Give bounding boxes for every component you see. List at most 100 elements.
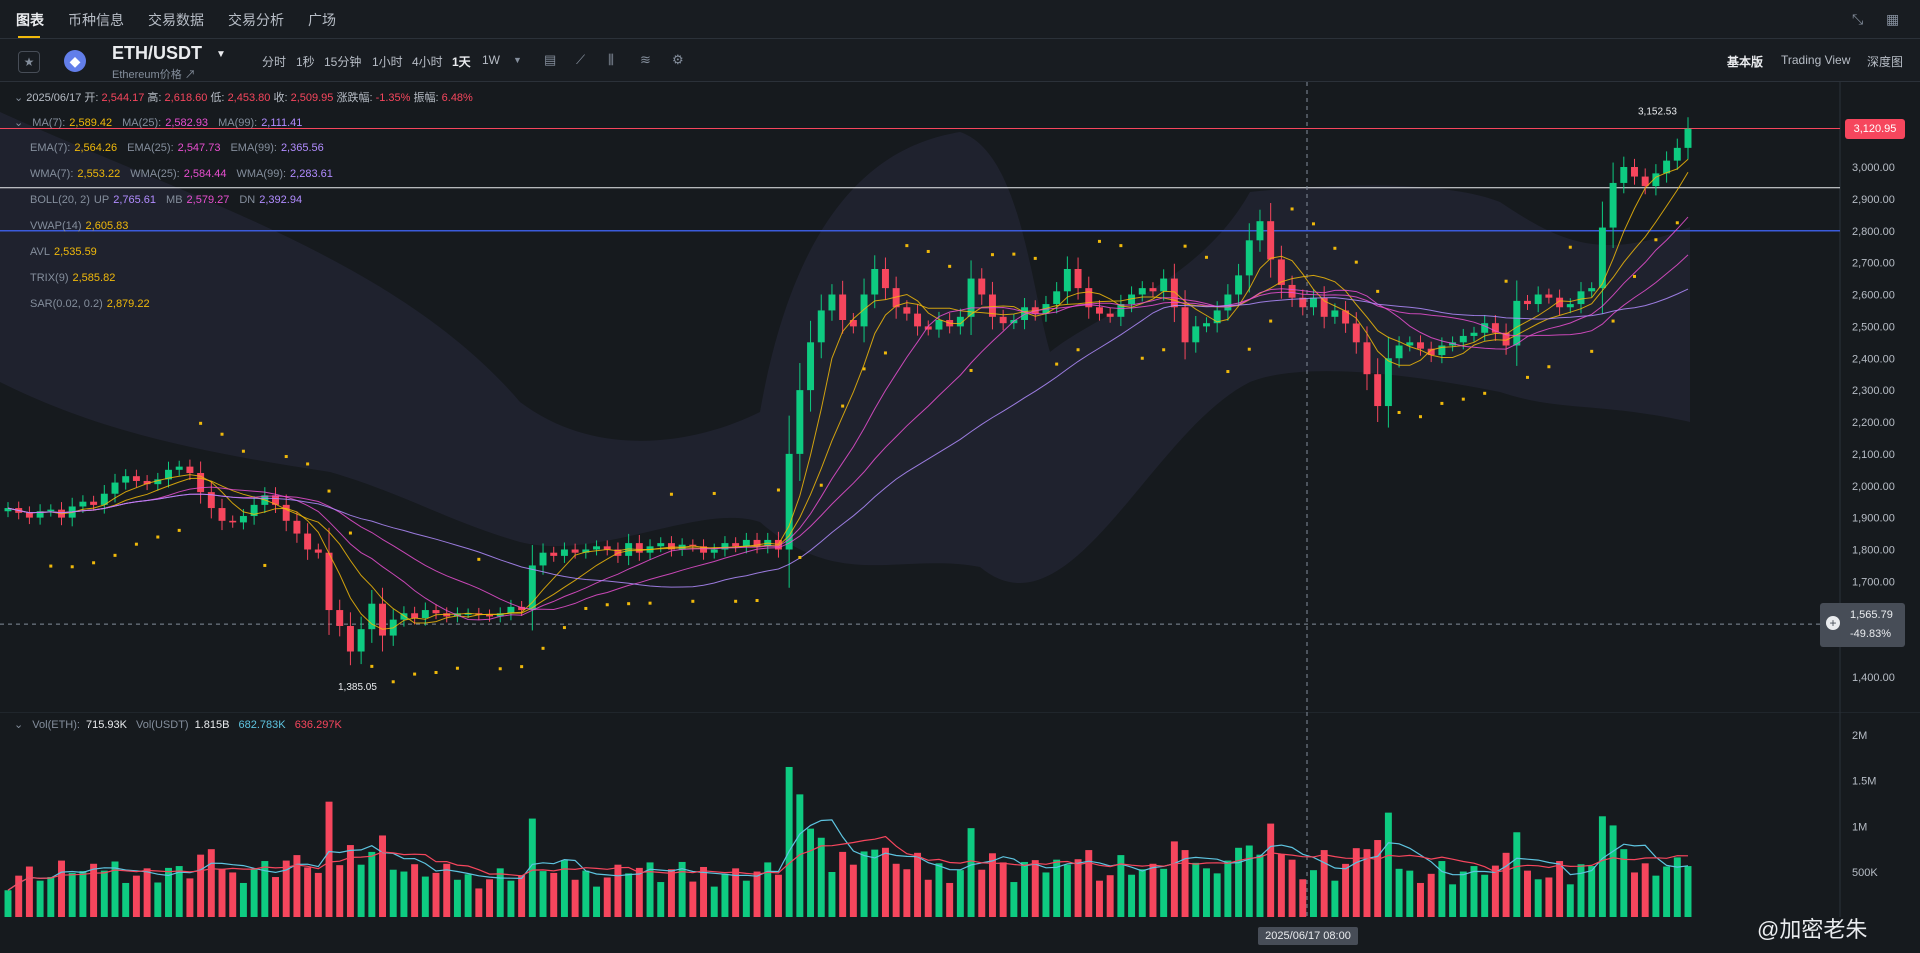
indicator-ma[interactable]: ⌄ MA(7): 2,589.42 MA(25): 2,582.93 MA(99): 2,…	[14, 117, 303, 129]
indicator-trix[interactable]: TRIX(9) 2,585.82	[14, 272, 131, 284]
indicator-vwap[interactable]: VWAP(14) 2,605.83	[14, 220, 144, 232]
candle-body	[1053, 291, 1061, 305]
price-axis-label: 2,700.00	[1852, 258, 1895, 270]
tab-trading-data[interactable]: 交易数据	[148, 12, 204, 28]
indicator-icon[interactable]: ≋	[640, 52, 651, 67]
price-axis-label: 2,200.00	[1852, 417, 1895, 429]
sar-dot	[1590, 349, 1594, 353]
volume-bar	[1010, 882, 1018, 917]
candle-body	[1352, 323, 1360, 343]
candle-body	[368, 603, 376, 630]
layout-grid-icon[interactable]: ▦	[1886, 11, 1900, 27]
interval-4h[interactable]: 4小时	[412, 55, 443, 69]
sar-dot	[1483, 391, 1487, 395]
interval-more-icon[interactable]: ▼	[513, 55, 522, 65]
volume-bar	[700, 866, 708, 917]
candle-body	[1149, 288, 1157, 292]
ma-line-1	[7, 172, 1689, 624]
interval-1d[interactable]: 1天	[452, 55, 471, 69]
candle-body	[1481, 323, 1489, 333]
view-depth[interactable]: 深度图	[1867, 55, 1904, 69]
candle-body	[988, 294, 996, 317]
candle-body	[518, 606, 526, 611]
volume-bar	[593, 886, 601, 917]
view-basic[interactable]: 基本版	[1727, 55, 1764, 69]
indicator-sar[interactable]: SAR(0.02, 0.2) 2,879.22	[14, 298, 166, 310]
view-tradingview[interactable]: Trading View	[1781, 53, 1851, 67]
ohlc-change: -1.35%	[375, 92, 411, 104]
indicator-ma-value-1: 2,582.93	[165, 117, 209, 129]
sar-dot	[905, 244, 909, 248]
add-alert-icon[interactable]: +	[1826, 616, 1840, 630]
indicator-ma-label-2: MA(99):	[218, 117, 258, 129]
interval-15m[interactable]: 15分钟	[324, 55, 362, 69]
sar-dot	[841, 404, 845, 408]
pair-dropdown-icon[interactable]: ▼	[216, 49, 226, 60]
volume-chart[interactable]: 2M1.5M1M500K03/1603/2303/3004/0604/1304/…	[0, 712, 1920, 917]
indicator-boll[interactable]: BOLL(20, 2) UP 2,765.61 MB 2,579.27 DN 2,392.9…	[14, 194, 318, 206]
volume-bar	[79, 871, 87, 917]
candle-body	[175, 466, 183, 470]
pair-subtitle[interactable]: Ethereum价格 ↗	[112, 69, 196, 81]
sar-dot	[156, 535, 160, 539]
indicator-avl[interactable]: AVL 2,535.59	[14, 246, 113, 258]
interval-1h[interactable]: 1小时	[372, 55, 403, 69]
volume-bar	[36, 880, 44, 917]
ohlc-amplitude: 6.48%	[441, 92, 473, 104]
settings-gear-icon[interactable]: ⚙	[672, 52, 684, 67]
volume-bar	[1352, 848, 1360, 917]
collapse-icon[interactable]: ⤡	[1852, 11, 1864, 27]
interval-1s[interactable]: 1秒	[296, 55, 315, 69]
indicator-wma-value-2: 2,283.61	[290, 168, 333, 180]
favorite-star-icon[interactable]: ★	[18, 51, 40, 73]
price-chart[interactable]: 3,152.53 1,385.05 3,000.00 2,900.00 2,800.00…	[0, 82, 1920, 712]
volume-bar	[411, 864, 419, 917]
sar-dot	[734, 599, 738, 603]
candle-body	[1170, 278, 1178, 308]
volume-bar	[914, 852, 922, 917]
high-marker: 3,152.53	[1638, 107, 1677, 118]
pair-title[interactable]: ETH/USDT	[112, 43, 202, 63]
volume-bar	[518, 875, 526, 917]
candle-body	[796, 390, 804, 454]
indicator-vwap-value-0: 2,605.83	[85, 220, 129, 232]
indicator-sar-value-0: 2,879.22	[106, 298, 150, 310]
tab-trading-analysis[interactable]: 交易分析	[228, 12, 284, 28]
interval-1w[interactable]: 1W	[482, 53, 500, 67]
volume-bar	[999, 862, 1007, 917]
volume-bar	[807, 828, 815, 917]
candle-body	[1406, 342, 1414, 346]
tab-square[interactable]: 广场	[308, 12, 336, 28]
tab-coin-info[interactable]: 币种信息	[68, 12, 124, 28]
sar-dot	[1547, 365, 1551, 369]
candle-body	[1556, 297, 1564, 308]
sar-dot	[605, 603, 609, 607]
sar-dot	[948, 264, 952, 268]
indicator-avl-value-0: 2,535.59	[53, 246, 97, 258]
candle-body	[1545, 294, 1553, 298]
candle-body	[100, 493, 108, 505]
candle-body	[978, 278, 986, 295]
volume-bar	[785, 766, 793, 917]
crosshair-price-tag: + 1,565.79 -49.83%	[1820, 603, 1905, 647]
last-price-tag: 3,120.95	[1845, 119, 1905, 139]
tab-chart[interactable]: 图表	[16, 12, 44, 28]
volume-bar	[100, 870, 108, 917]
indicator-wma[interactable]: WMA(7): 2,553.22 WMA(25): 2,584.44 WMA(99): 2…	[14, 168, 349, 180]
sar-dot	[477, 557, 481, 561]
volume-bar	[218, 868, 226, 917]
chart-type-icon[interactable]: ▤	[544, 52, 557, 67]
candle-body	[935, 320, 943, 330]
candle-body	[1673, 147, 1681, 161]
indicator-boll-value-3: 2,392.94	[259, 194, 303, 206]
volume-bar	[1202, 868, 1210, 917]
volume-bar	[1245, 845, 1253, 917]
sar-dot	[413, 672, 417, 676]
draw-tool-icon[interactable]: ⟋	[576, 52, 586, 67]
candle-body	[1245, 240, 1253, 276]
sar-dot	[199, 421, 203, 425]
interval-time[interactable]: 分时	[262, 55, 287, 69]
candle-body	[1459, 335, 1467, 343]
indicator-ema[interactable]: EMA(7): 2,564.26 EMA(25): 2,547.73 EMA(99): 2…	[14, 142, 340, 154]
candle-style-icon[interactable]: ⫼	[608, 52, 614, 67]
